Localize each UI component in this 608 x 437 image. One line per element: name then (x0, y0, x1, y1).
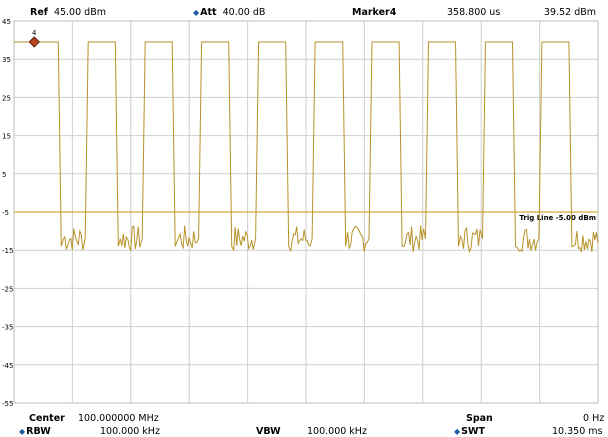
center-frequency: Center (29, 413, 65, 424)
swt-label: SWT (461, 426, 485, 437)
y-axis-ticks: 45 35 25 15 5 -5 -15 -25 -35 -45 -55 (2, 18, 13, 408)
y-tick-label: 35 (2, 56, 11, 64)
ref-label: Ref (30, 7, 48, 18)
y-tick-label: 25 (2, 94, 11, 102)
diamond-icon: ◆ (19, 427, 26, 436)
marker-time: 358.800 us (447, 7, 501, 18)
y-tick-label: 5 (2, 171, 6, 179)
span-value: 0 Hz (583, 413, 605, 424)
y-tick-label: -25 (2, 285, 13, 293)
span-label: Span (466, 413, 493, 424)
rbw-label: RBW (26, 426, 51, 437)
y-tick-label: -5 (2, 209, 9, 217)
attenuation: ◆Att 40.00 dB (193, 7, 265, 18)
ref-value: 45.00 dBm (53, 7, 106, 18)
y-tick-label: 15 (2, 133, 11, 141)
diamond-icon: ◆ (454, 427, 461, 436)
trace-line (14, 41, 599, 254)
center-label: Center (29, 413, 65, 424)
swt-value: 10.350 ms (552, 426, 603, 437)
trigger-line-label: Trig Line -5.00 dBm (519, 214, 596, 222)
swt: ◆SWT (454, 426, 485, 437)
marker-4[interactable]: 4 (28, 29, 40, 48)
marker-number: 4 (32, 29, 37, 37)
y-tick-label: -15 (2, 247, 13, 255)
y-tick-label: -45 (2, 362, 13, 370)
y-tick-label: -55 (2, 400, 13, 408)
marker-diamond-icon (28, 36, 40, 48)
vbw-value: 100.000 kHz (307, 426, 367, 437)
rbw-value: 100.000 kHz (100, 426, 160, 437)
att-value: 40.00 dB (222, 7, 266, 18)
center-value: 100.000000 MHz (78, 413, 159, 424)
y-tick-label: 45 (2, 18, 11, 26)
marker-label: Marker4 (352, 7, 397, 18)
diamond-icon: ◆ (193, 8, 200, 17)
vbw-label: VBW (256, 426, 281, 437)
rbw: ◆RBW (19, 426, 51, 437)
ref-level: Ref 45.00 dBm (30, 7, 106, 18)
att-label: Att (200, 7, 217, 18)
y-tick-label: -35 (2, 324, 13, 332)
marker-level: 39.52 dBm (544, 7, 597, 18)
